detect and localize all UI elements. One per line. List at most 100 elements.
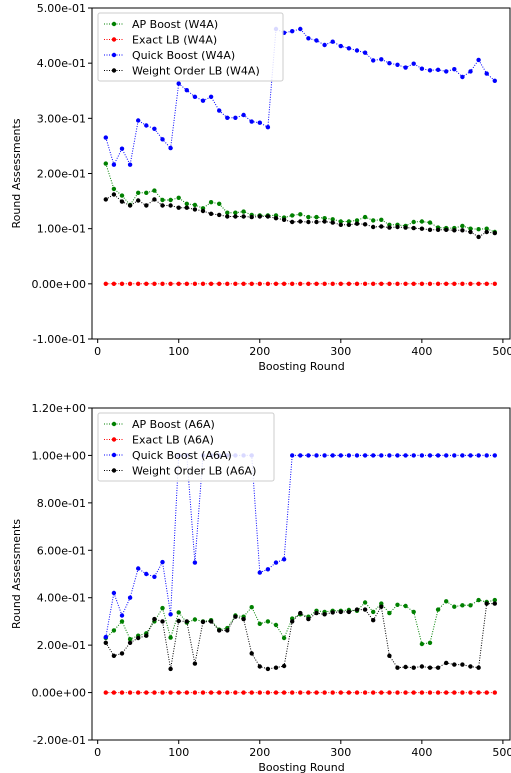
data-point bbox=[241, 616, 246, 622]
data-point bbox=[492, 281, 497, 286]
y-tick-label: 2.00e-01 bbox=[37, 168, 86, 181]
x-tick-label: 0 bbox=[94, 746, 101, 759]
data-point bbox=[233, 115, 238, 121]
data-point bbox=[160, 690, 165, 695]
data-point bbox=[225, 628, 230, 633]
data-point bbox=[330, 220, 335, 225]
series-4 bbox=[103, 192, 497, 240]
data-point bbox=[217, 281, 222, 286]
data-point bbox=[127, 595, 133, 600]
data-point bbox=[419, 219, 425, 224]
data-point bbox=[395, 453, 400, 458]
data-point bbox=[387, 225, 392, 230]
data-point bbox=[354, 690, 360, 695]
data-point bbox=[290, 219, 295, 225]
data-point bbox=[346, 609, 352, 615]
data-point bbox=[460, 74, 465, 80]
data-point bbox=[322, 42, 327, 48]
data-point bbox=[314, 214, 319, 220]
data-point bbox=[298, 212, 303, 217]
legend-marker bbox=[111, 52, 117, 58]
data-point bbox=[362, 281, 368, 286]
data-point bbox=[468, 453, 473, 458]
y-tick-label: 1.00e+00 bbox=[32, 449, 86, 462]
legend-marker bbox=[111, 21, 117, 27]
data-point bbox=[452, 690, 457, 695]
data-point bbox=[265, 690, 271, 695]
data-point bbox=[257, 120, 262, 125]
data-point bbox=[233, 281, 238, 286]
data-point bbox=[257, 621, 262, 626]
data-point bbox=[338, 219, 343, 224]
data-point bbox=[281, 690, 287, 695]
data-point bbox=[176, 195, 181, 200]
data-point bbox=[395, 690, 400, 695]
data-point bbox=[152, 188, 157, 193]
data-point bbox=[144, 281, 149, 286]
data-point bbox=[427, 453, 433, 458]
y-tick-label: 5.00e-01 bbox=[37, 2, 86, 15]
data-point bbox=[200, 690, 206, 695]
data-point bbox=[371, 609, 376, 615]
data-point bbox=[444, 281, 449, 286]
data-point bbox=[136, 281, 141, 286]
data-point bbox=[233, 614, 238, 619]
data-point bbox=[225, 690, 230, 695]
data-point bbox=[127, 640, 133, 645]
data-point bbox=[354, 218, 360, 223]
data-point bbox=[346, 281, 352, 286]
x-tick-label: 500 bbox=[492, 746, 511, 759]
data-point bbox=[338, 453, 343, 458]
data-point bbox=[111, 653, 117, 658]
data-point bbox=[452, 662, 457, 667]
data-point bbox=[395, 602, 400, 607]
data-point bbox=[192, 617, 198, 622]
y-tick-label: 1.00e-01 bbox=[37, 223, 86, 236]
data-point bbox=[387, 281, 392, 286]
data-point bbox=[362, 607, 368, 612]
data-point bbox=[306, 36, 311, 41]
data-point bbox=[444, 69, 449, 74]
data-point bbox=[111, 590, 117, 596]
data-point bbox=[387, 653, 392, 658]
legend-label: Quick Boost (W4A) bbox=[132, 49, 235, 62]
data-point bbox=[362, 50, 368, 55]
data-point bbox=[290, 213, 295, 218]
data-point bbox=[322, 612, 327, 617]
data-point bbox=[411, 61, 416, 66]
data-point bbox=[435, 607, 441, 612]
data-point bbox=[208, 690, 214, 695]
data-point bbox=[152, 616, 157, 622]
data-point bbox=[435, 690, 441, 695]
data-point bbox=[444, 690, 449, 695]
data-point bbox=[241, 112, 246, 118]
data-point bbox=[192, 94, 198, 100]
x-tick-label: 200 bbox=[249, 345, 270, 358]
data-point bbox=[354, 281, 360, 286]
data-point bbox=[314, 281, 319, 286]
x-tick-label: 300 bbox=[330, 746, 351, 759]
data-point bbox=[476, 57, 481, 63]
data-point bbox=[460, 662, 465, 667]
data-point bbox=[273, 216, 279, 221]
y-tick-label: 2.00e-01 bbox=[37, 639, 86, 652]
data-point bbox=[484, 229, 489, 235]
legend-label: Weight Order LB (W4A) bbox=[132, 65, 260, 78]
data-point bbox=[103, 161, 109, 166]
data-point bbox=[379, 217, 384, 222]
data-point bbox=[176, 205, 181, 210]
data-point bbox=[476, 281, 481, 286]
legend-label: AP Boost (A6A) bbox=[132, 418, 215, 431]
data-point bbox=[338, 609, 343, 615]
data-point bbox=[379, 604, 384, 609]
data-point bbox=[152, 281, 157, 286]
data-point bbox=[371, 618, 376, 623]
data-point bbox=[217, 628, 222, 633]
legend-label: Exact LB (A6A) bbox=[132, 434, 214, 447]
data-point bbox=[330, 690, 335, 695]
legend-marker bbox=[111, 421, 117, 427]
data-point bbox=[379, 224, 384, 229]
plot-frame bbox=[91, 407, 511, 741]
data-point bbox=[168, 203, 173, 208]
data-point bbox=[144, 571, 149, 577]
